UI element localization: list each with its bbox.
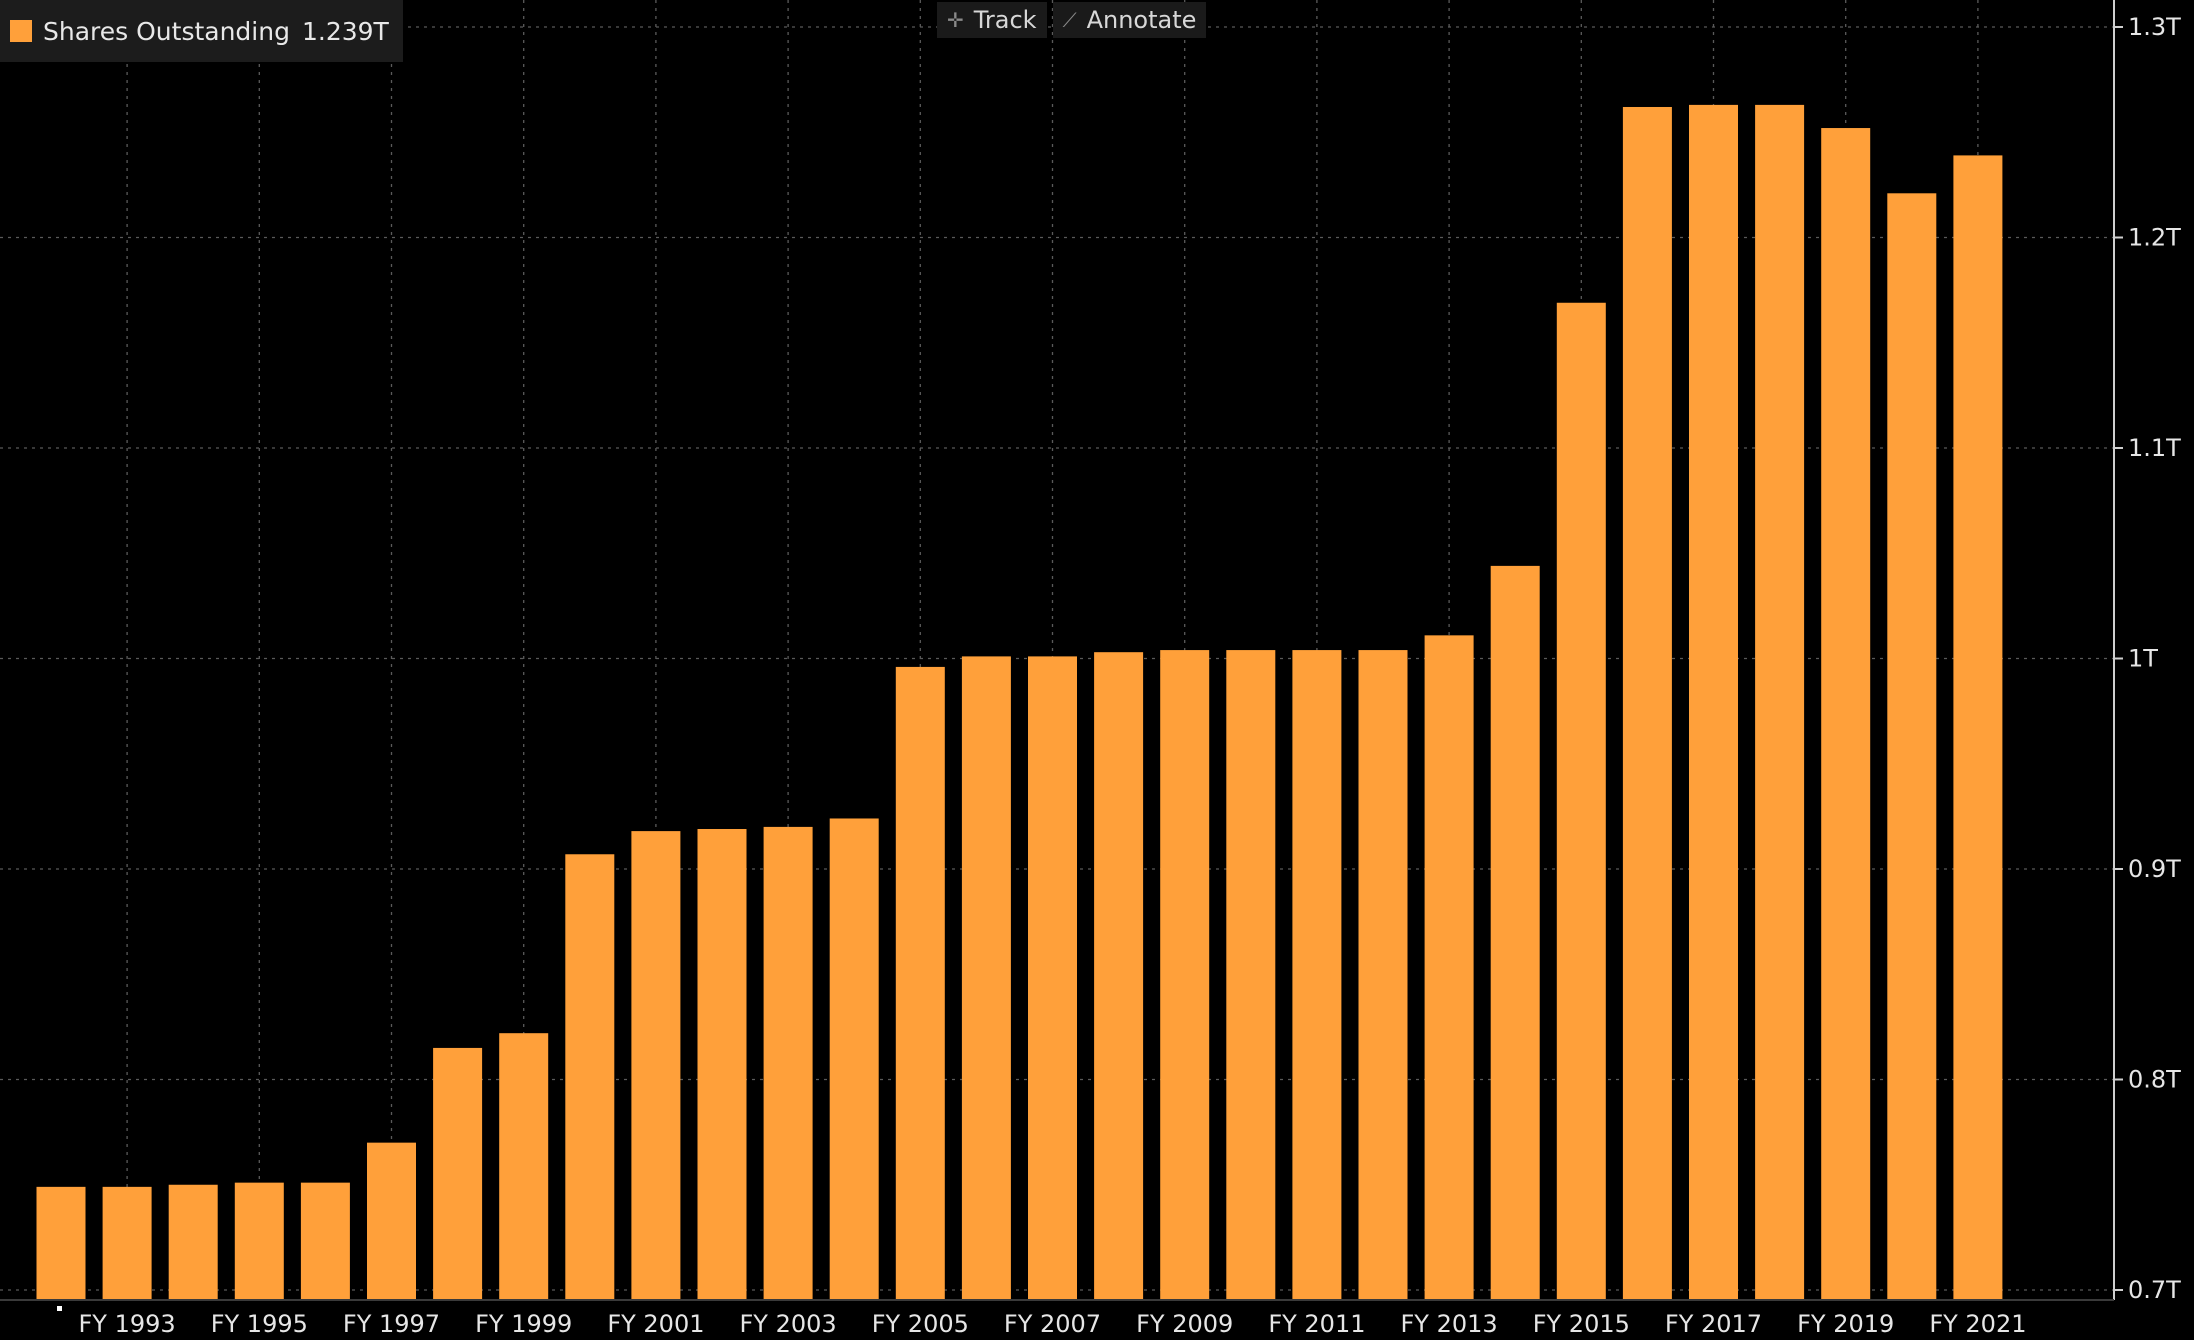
bar bbox=[433, 1047, 483, 1300]
bar bbox=[367, 1142, 416, 1300]
x-tick-label: FY 2001 bbox=[607, 1310, 704, 1338]
x-tick-label: FY 2011 bbox=[1268, 1310, 1365, 1338]
x-axis-start-marker bbox=[57, 1306, 62, 1311]
bar bbox=[895, 666, 945, 1300]
y-tick-label: 1T bbox=[2128, 645, 2158, 673]
bar bbox=[1490, 565, 1540, 1300]
y-tick-label: 1.3T bbox=[2128, 13, 2181, 41]
bar bbox=[168, 1184, 218, 1300]
bars bbox=[36, 104, 2003, 1301]
annotate-button[interactable]: ⟋ Annotate bbox=[1052, 2, 1207, 38]
x-tick-label: FY 1999 bbox=[475, 1310, 572, 1338]
track-button[interactable]: ✛ Track bbox=[937, 2, 1047, 38]
legend-last-value: 1.239T bbox=[301, 16, 389, 46]
bar bbox=[300, 1182, 350, 1300]
bar bbox=[961, 656, 1011, 1300]
bar bbox=[1622, 106, 1672, 1301]
bar bbox=[1028, 656, 1077, 1300]
y-tick-label: 0.7T bbox=[2128, 1276, 2181, 1304]
bar bbox=[1160, 650, 1210, 1300]
bar bbox=[1424, 635, 1474, 1300]
y-tick-label: 1.2T bbox=[2128, 224, 2181, 252]
x-tick-label: FY 2005 bbox=[872, 1310, 969, 1338]
bar bbox=[102, 1186, 152, 1300]
x-tick-label: FY 2017 bbox=[1665, 1310, 1762, 1338]
x-tick-label: FY 2015 bbox=[1533, 1310, 1630, 1338]
bar bbox=[234, 1182, 284, 1300]
bar bbox=[1689, 104, 1738, 1300]
bar bbox=[1292, 650, 1342, 1300]
bar bbox=[36, 1186, 86, 1300]
bar bbox=[1358, 650, 1408, 1300]
chart-toolbar: ✛ Track ⟋ Annotate bbox=[937, 2, 1207, 38]
x-tick-label: FY 2009 bbox=[1136, 1310, 1233, 1338]
bar bbox=[499, 1033, 549, 1300]
bar bbox=[1821, 128, 1871, 1300]
bar bbox=[631, 831, 681, 1300]
bar bbox=[763, 826, 813, 1300]
bar bbox=[1556, 302, 1606, 1300]
x-tick-label: FY 1995 bbox=[211, 1310, 308, 1338]
x-tick-label: FY 1993 bbox=[79, 1310, 176, 1338]
bar bbox=[1887, 193, 1937, 1300]
x-tick-label: FY 2013 bbox=[1401, 1310, 1498, 1338]
x-axis-ticks: FY 1993 FY 1995 FY 1997 FY 1999 FY 2001 FY 20… bbox=[79, 1310, 2027, 1338]
y-tick-label: 1.1T bbox=[2128, 434, 2181, 462]
x-tick-label: FY 2007 bbox=[1004, 1310, 1101, 1338]
pencil-icon: ⟋ bbox=[1062, 8, 1077, 32]
legend-series-name: Shares Outstanding bbox=[43, 16, 290, 46]
legend: Shares Outstanding 1.239T bbox=[0, 0, 403, 62]
y-tick-label: 0.9T bbox=[2128, 855, 2181, 883]
bar bbox=[565, 854, 615, 1300]
legend-swatch bbox=[10, 20, 32, 42]
y-tick-label: 0.8T bbox=[2128, 1066, 2181, 1094]
crosshair-icon: ✛ bbox=[947, 8, 964, 32]
bar bbox=[1953, 155, 2003, 1300]
axes bbox=[0, 0, 2115, 1311]
x-tick-label: FY 2003 bbox=[740, 1310, 837, 1338]
x-tick-label: FY 2019 bbox=[1797, 1310, 1894, 1338]
annotate-label: Annotate bbox=[1086, 6, 1197, 34]
x-tick-label: FY 1997 bbox=[343, 1310, 440, 1338]
bar bbox=[1226, 650, 1276, 1300]
bar bbox=[1094, 652, 1144, 1300]
y-axis-ticks: 0.7T 0.8T 0.9T 1T 1.1T 1.2T 1.3T bbox=[2114, 13, 2181, 1304]
bar bbox=[697, 829, 747, 1300]
bar bbox=[1755, 104, 1805, 1300]
track-label: Track bbox=[973, 6, 1037, 34]
x-tick-label: FY 2021 bbox=[1929, 1310, 2026, 1338]
bar bbox=[829, 818, 879, 1300]
